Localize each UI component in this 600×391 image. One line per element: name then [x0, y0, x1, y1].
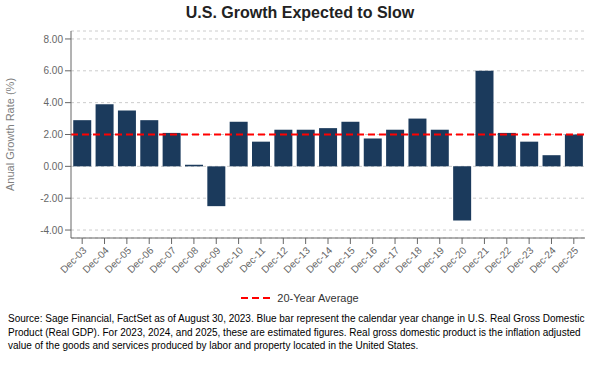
- svg-text:Anual Growth Rate (%): Anual Growth Rate (%): [8, 78, 16, 191]
- svg-text:Dec-10: Dec-10: [214, 244, 245, 276]
- svg-text:Dec-12: Dec-12: [259, 244, 290, 276]
- svg-text:Dec-23: Dec-23: [505, 244, 536, 276]
- svg-text:Dec-14: Dec-14: [303, 244, 335, 276]
- html-text:U.S. Growth Expected to Slow: U.S. Growth Expected to Slow: [185, 4, 415, 21]
- svg-text:4.00: 4.00: [44, 97, 64, 108]
- svg-text:Dec-05: Dec-05: [102, 244, 134, 276]
- svg-text:2.00: 2.00: [44, 129, 64, 140]
- svg-text:Dec-21: Dec-21: [460, 244, 491, 276]
- html-text:Source: Sage Financial, FactSe: Source: Sage Financial, FactSet as of Au…: [8, 313, 585, 351]
- svg-text:Dec-03: Dec-03: [58, 244, 89, 276]
- svg-text:-2.00: -2.00: [40, 193, 63, 204]
- svg-text:6.00: 6.00: [44, 65, 64, 76]
- svg-text:Dec-09: Dec-09: [192, 244, 223, 276]
- svg-text:Dec-17: Dec-17: [370, 244, 402, 276]
- svg-text:-4.00: -4.00: [40, 225, 63, 236]
- svg-text:0.00: 0.00: [44, 161, 64, 172]
- svg-text:Dec-06: Dec-06: [125, 244, 156, 276]
- svg-text:Dec-20: Dec-20: [437, 244, 469, 276]
- svg-text:Dec-11: Dec-11: [237, 244, 268, 275]
- svg-text:Dec-25: Dec-25: [550, 244, 581, 275]
- svg-text:Dec-16: Dec-16: [348, 244, 380, 276]
- svg-text:Dec-15: Dec-15: [326, 244, 357, 276]
- svg-text:Dec-13: Dec-13: [281, 244, 313, 276]
- svg-text:Dec-08: Dec-08: [169, 244, 201, 276]
- svg-text:8.00: 8.00: [44, 34, 64, 45]
- svg-text:Dec-18: Dec-18: [393, 244, 424, 276]
- html-text:20-Year Average: 20-Year Average: [277, 292, 359, 304]
- svg-text:Dec-04: Dec-04: [80, 244, 111, 276]
- svg-text:Dec-19: Dec-19: [415, 244, 447, 276]
- svg-text:Dec-24: Dec-24: [527, 244, 558, 276]
- svg-text:Dec-22: Dec-22: [482, 244, 514, 276]
- svg-text:Dec-07: Dec-07: [147, 244, 178, 276]
